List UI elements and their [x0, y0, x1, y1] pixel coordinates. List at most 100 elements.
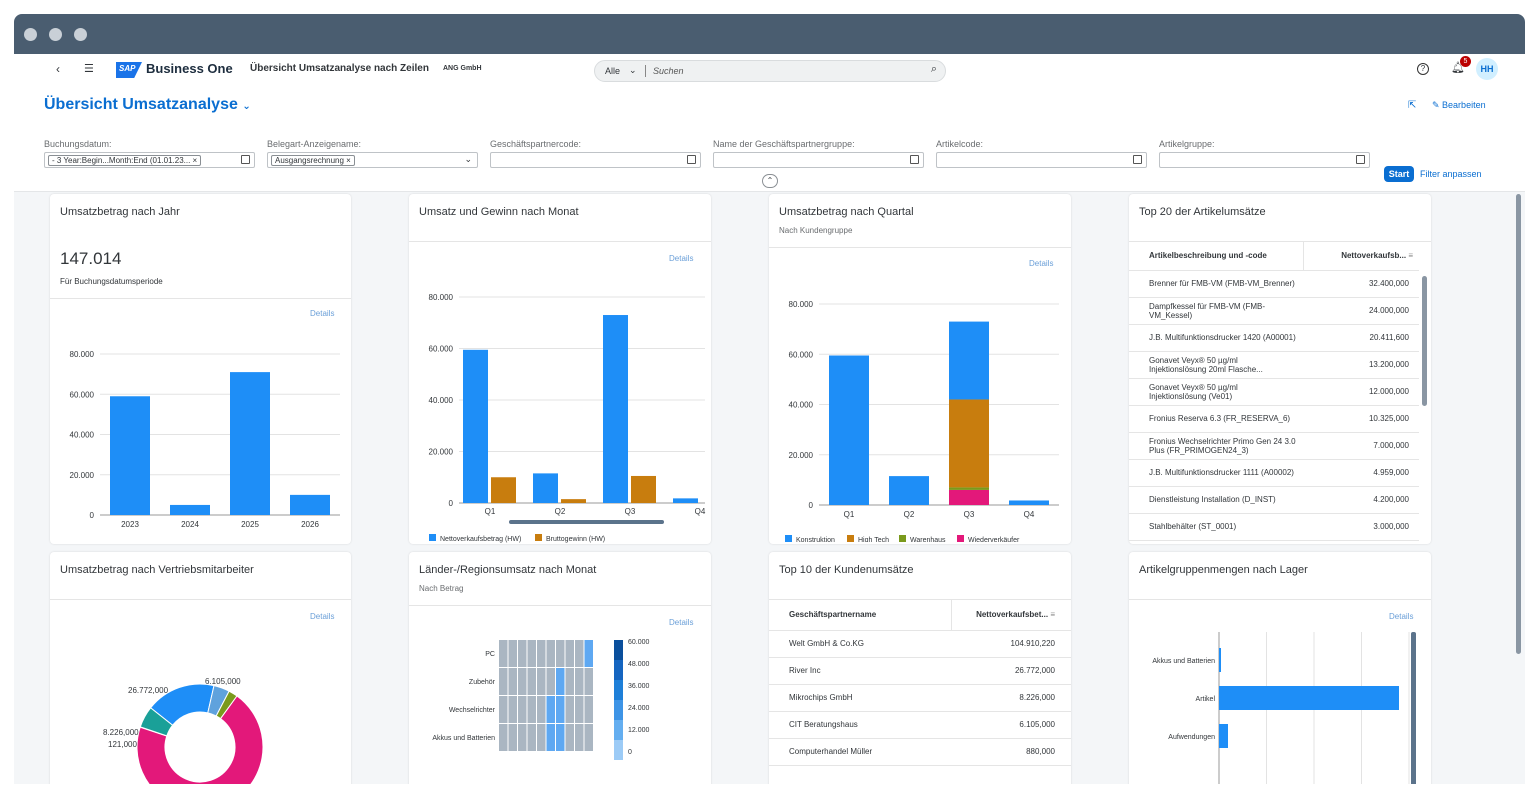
card-region-by-month[interactable]: Länder-/Regionsumsatz nach Monat Nach Be… [409, 552, 711, 784]
edit-button[interactable]: ✎ Bearbeiten [1432, 100, 1486, 110]
x-tick-label: Q1 [485, 507, 496, 516]
search-bar: Alle ⌄ Suchen ⌕ [594, 60, 946, 82]
table-cell-value: 880,000 [951, 738, 1071, 766]
search-scope-select[interactable]: Alle [605, 66, 621, 76]
table-row[interactable]: J.B. Multifunktionsdrucker 1420 (A00001)… [1129, 324, 1419, 352]
card-item-groups-by-warehouse[interactable]: Artikelgruppenmengen nach Lager Details … [1129, 552, 1431, 784]
table-row[interactable]: River Inc 26.772,000 [769, 657, 1071, 685]
page-scrollbar[interactable] [1516, 194, 1521, 654]
x-tick-label: Q2 [555, 507, 566, 516]
card-divider [50, 599, 351, 600]
page-title[interactable]: Übersicht Umsatzanalyse ⌄ [44, 96, 251, 114]
window-dot-minimize[interactable] [49, 28, 62, 41]
table-row[interactable]: Gonavet Veyx® 50 µg/ml Injektionslösung … [1129, 351, 1419, 379]
card-revenue-by-sales-rep[interactable]: Umsatzbetrag nach Vertriebsmitarbeiter D… [50, 552, 351, 784]
column-header[interactable]: Nettoverkaufsb... ≡ [1302, 242, 1419, 271]
window-dot-close[interactable] [24, 28, 37, 41]
filter-bp-group-input[interactable] [713, 152, 924, 168]
filter-label-item-code: Artikelcode: [936, 139, 984, 149]
bar-segment [949, 487, 989, 490]
card-top20-items[interactable]: Top 20 der Artikelumsätze Artikelbeschre… [1129, 194, 1431, 544]
column-header[interactable]: Nettoverkaufsbet... ≡ [950, 600, 1071, 631]
table-row[interactable]: CIT Beratungshaus 6.105,000 [769, 711, 1071, 739]
adapt-filters-link[interactable]: Filter anpassen [1420, 169, 1482, 179]
card-revenue-by-year[interactable]: Umsatzbetrag nach Jahr 147.014 Für Buchu… [50, 194, 351, 544]
table-row[interactable]: J.B. Multifunktionsdrucker 1111 (A00002)… [1129, 459, 1419, 487]
table-row[interactable]: Gonavet Veyx® 50 µg/ml Injektionslösung … [1129, 378, 1419, 406]
data-label: 6.105,000 [205, 677, 241, 686]
heatmap-cell [537, 640, 546, 667]
legend-label: 0 [628, 749, 632, 756]
heatmap-cell [518, 696, 527, 723]
sort-icon[interactable]: ≡ [1050, 610, 1055, 620]
value-help-icon[interactable] [1356, 155, 1365, 164]
y-tick-label: 80.000 [70, 350, 95, 359]
table-row[interactable]: Stahlbehälter (ST_0001) 3.000,000 [1129, 513, 1419, 541]
filter-doc-type-select[interactable]: Ausgangsrechnung × ⌄ [267, 152, 478, 168]
avatar[interactable]: HH [1476, 58, 1498, 80]
table-row[interactable]: Dampfkessel für FMB-VM (FMB-VM_Kessel) 24… [1129, 297, 1419, 325]
data-label: 8.226,000 [103, 728, 139, 737]
value-help-icon[interactable] [910, 155, 919, 164]
card-divider [409, 605, 711, 606]
table-row[interactable]: Mikrochips GmbH 8.226,000 [769, 684, 1071, 712]
table-row[interactable]: Fronius Wechselrichter Primo Gen 24 3.0 … [1129, 432, 1419, 460]
column-header[interactable]: Geschäftspartnername [769, 600, 951, 631]
value-help-icon[interactable] [241, 155, 250, 164]
filter-posting-date-input[interactable]: - 3 Year:Begin...Month:End (01.01.23... … [44, 152, 255, 168]
start-button[interactable]: Start [1384, 166, 1414, 182]
value-help-icon[interactable] [687, 155, 696, 164]
top20-table: Artikelbeschreibung und -code Nettoverka… [1129, 242, 1419, 541]
bar-0 [463, 349, 488, 503]
chevron-down-icon[interactable]: ⌄ [464, 154, 472, 164]
chevron-down-icon[interactable]: ⌄ [629, 65, 637, 75]
filter-item-code-input[interactable] [936, 152, 1147, 168]
y-tick-label: 60.000 [789, 350, 814, 359]
filter-token[interactable]: - 3 Year:Begin...Month:End (01.01.23... … [48, 155, 202, 166]
filter-token[interactable]: Ausgangsrechnung × [271, 155, 355, 166]
heatmap-cell [546, 724, 555, 751]
value-help-icon[interactable] [1133, 155, 1142, 164]
table-row[interactable]: Dienstleistung Installation (D_INST) 4.20… [1129, 486, 1419, 514]
card-subtitle: Nach Betrag [419, 584, 464, 593]
help-icon[interactable]: ? [1417, 63, 1429, 75]
table-scrollbar[interactable] [1422, 276, 1427, 406]
back-icon[interactable]: ‹ [56, 62, 60, 76]
table-cell-name: J.B. Multifunktionsdrucker 1420 (A00001) [1129, 324, 1303, 352]
pie-slice [136, 695, 264, 784]
card-revenue-by-quarter[interactable]: Umsatzbetrag nach Quartal Nach Kundengru… [769, 194, 1071, 544]
card-top10-customers[interactable]: Top 10 der Kundenumsätze Geschäftspartne… [769, 552, 1071, 784]
table-row[interactable]: Welt GmbH & Co.KG 104.910,220 [769, 630, 1071, 658]
heatmap-cell [584, 668, 593, 695]
table-row[interactable]: Fronius Reserva 6.3 (FR_RESERVA_6) 10.325… [1129, 405, 1419, 433]
table-row[interactable]: Computerhandel Müller 880,000 [769, 738, 1071, 766]
table-cell-value: 10.325,000 [1303, 405, 1419, 433]
search-input[interactable]: Suchen [653, 66, 684, 76]
search-icon[interactable]: ⌕ [930, 63, 937, 75]
shell-bar: ‹ ☰ SAP Business One Übersicht Umsatzana… [14, 54, 1525, 86]
column-header[interactable]: Artikelbeschreibung und -code [1129, 242, 1303, 271]
x-tick-label: Q2 [904, 510, 915, 519]
menu-list-icon[interactable]: ☰ [84, 63, 94, 75]
card-title: Top 20 der Artikelumsätze [1139, 206, 1266, 218]
heatmap-cell [575, 724, 584, 751]
window-dot-maximize[interactable] [74, 28, 87, 41]
row-label: PC [485, 651, 495, 658]
card-divider [769, 247, 1071, 248]
filter-item-group-input[interactable] [1159, 152, 1370, 168]
heatmap-cell [546, 668, 555, 695]
table-row[interactable]: Brenner für FMB-VM (FMB-VM_Brenner) 32.40… [1129, 270, 1419, 298]
sort-icon[interactable]: ≡ [1408, 251, 1413, 261]
y-tick-label: 20.000 [70, 471, 95, 480]
filter-label-posting-date: Buchungsdatum: [44, 139, 112, 149]
x-tick-label: 2024 [181, 520, 199, 529]
table-cell-name: River Inc [769, 657, 951, 685]
collapse-header-button[interactable]: ⌃ [762, 174, 778, 188]
data-label: 26.772,000 [128, 686, 169, 695]
card-revenue-profit-by-month[interactable]: Umsatz und Gewinn nach Monat Details 0 20… [409, 194, 711, 544]
filter-bp-code-input[interactable] [490, 152, 701, 168]
bar [1219, 686, 1399, 710]
x-tick-label: 2023 [121, 520, 139, 529]
share-icon[interactable]: ⇱ [1408, 100, 1417, 111]
sap-logo[interactable] [116, 62, 142, 78]
